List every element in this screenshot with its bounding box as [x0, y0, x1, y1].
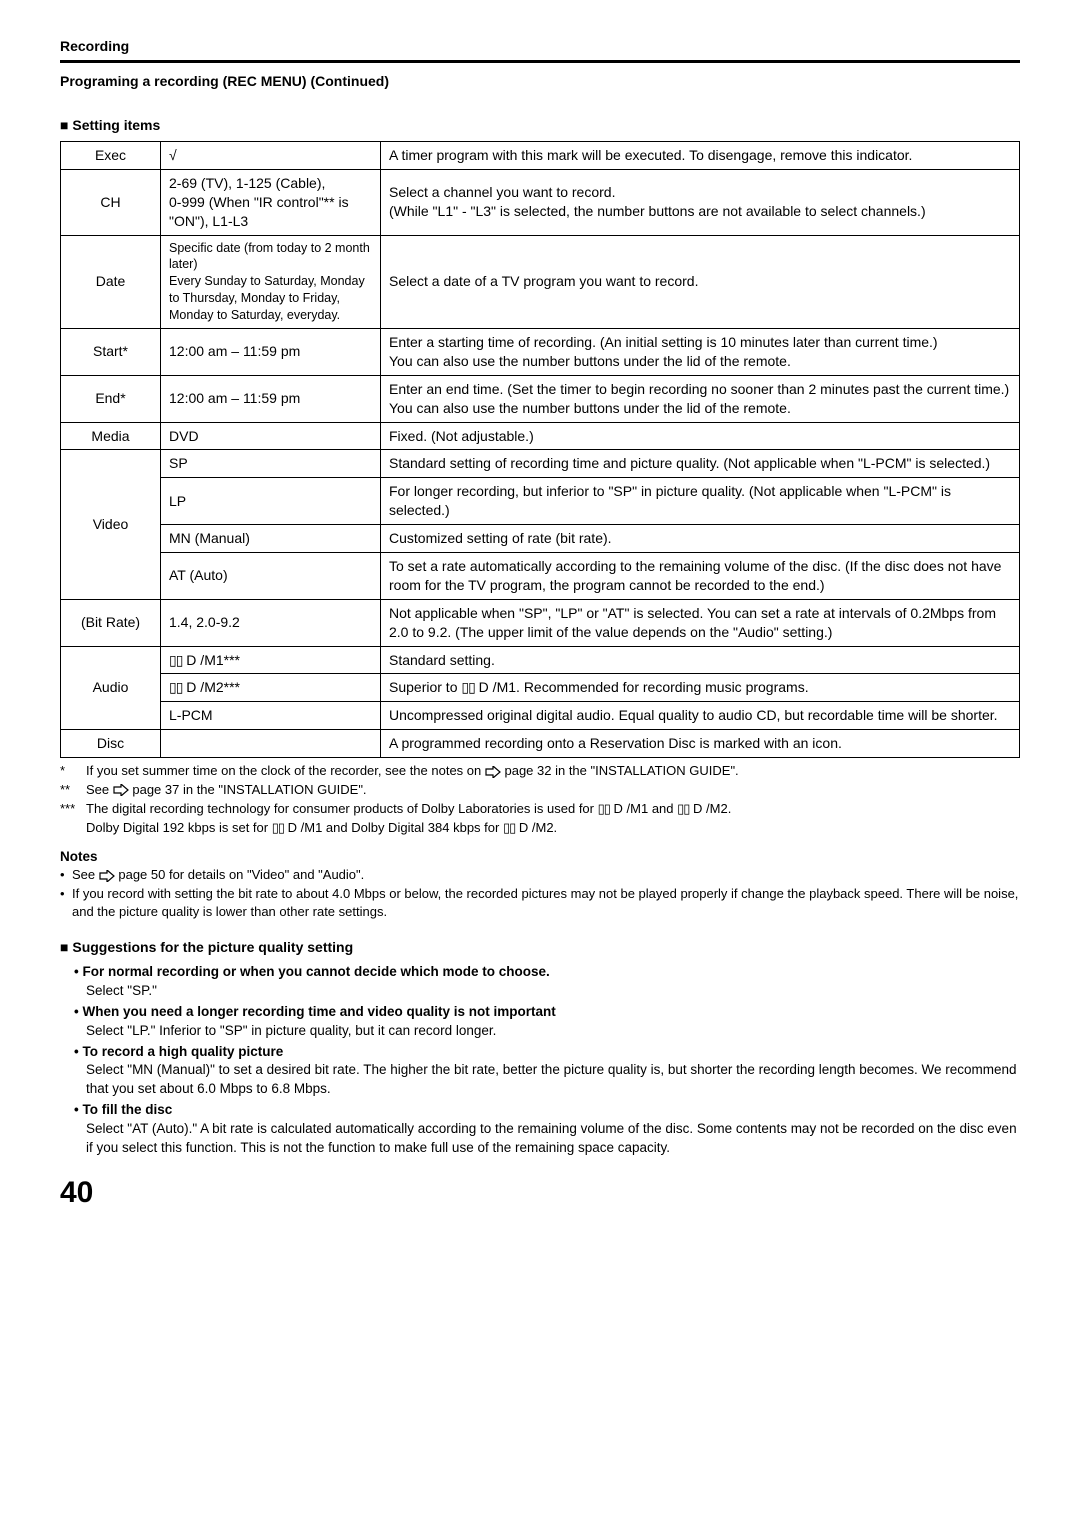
cell-desc: Not applicable when "SP", "LP" or "AT" i…	[381, 599, 1020, 646]
dolby-icon: ▯▯	[503, 820, 515, 835]
cell-label: (Bit Rate)	[61, 599, 161, 646]
cell-value: AT (Auto)	[161, 552, 381, 599]
cell-label: Audio	[61, 646, 161, 730]
table-row: AT (Auto) To set a rate automatically ac…	[61, 552, 1020, 599]
table-row: LP For longer recording, but inferior to…	[61, 478, 1020, 525]
cell-value: 12:00 am – 11:59 pm	[161, 328, 381, 375]
table-row: ▯▯ D /M2*** Superior to ▯▯ D /M1. Recomm…	[61, 674, 1020, 702]
settings-table: Exec √ A timer program with this mark wi…	[60, 141, 1020, 758]
notes-list: •See page 50 for details on "Video" and …	[60, 866, 1020, 921]
cell-label: Video	[61, 450, 161, 599]
cell-label: Date	[61, 235, 161, 328]
table-row: (Bit Rate) 1.4, 2.0-9.2 Not applicable w…	[61, 599, 1020, 646]
arrow-icon	[113, 784, 129, 796]
page-number: 40	[60, 1176, 1020, 1210]
table-row: Media DVD Fixed. (Not adjustable.)	[61, 422, 1020, 450]
notes-heading: Notes	[60, 849, 1020, 864]
footnotes: *If you set summer time on the clock of …	[60, 762, 1020, 837]
dolby-icon: ▯▯	[272, 820, 284, 835]
cell-label: CH	[61, 169, 161, 235]
cell-value: 2-69 (TV), 1-125 (Cable),0-999 (When "IR…	[161, 169, 381, 235]
cell-value: 1.4, 2.0-9.2	[161, 599, 381, 646]
cell-desc: A programmed recording onto a Reservatio…	[381, 730, 1020, 758]
section-title: Recording	[60, 38, 1020, 54]
cell-desc: Customized setting of rate (bit rate).	[381, 525, 1020, 553]
cell-desc: Standard setting of recording time and p…	[381, 450, 1020, 478]
dolby-icon: ▯▯	[169, 652, 182, 668]
divider	[60, 60, 1020, 63]
cell-label: Media	[61, 422, 161, 450]
cell-value: ▯▯ D /M1***	[161, 646, 381, 674]
cell-desc: To set a rate automatically according to…	[381, 552, 1020, 599]
table-row: End* 12:00 am – 11:59 pm Enter an end ti…	[61, 375, 1020, 422]
table-row: Exec √ A timer program with this mark wi…	[61, 142, 1020, 170]
cell-value: MN (Manual)	[161, 525, 381, 553]
cell-value: ▯▯ D /M2***	[161, 674, 381, 702]
cell-desc: Uncompressed original digital audio. Equ…	[381, 702, 1020, 730]
suggestion-item: To record a high quality picture Select …	[74, 1043, 1020, 1100]
cell-value: L-PCM	[161, 702, 381, 730]
suggestions-list: For normal recording or when you cannot …	[74, 963, 1020, 1158]
table-row: L-PCM Uncompressed original digital audi…	[61, 702, 1020, 730]
cell-desc: For longer recording, but inferior to "S…	[381, 478, 1020, 525]
dolby-icon: ▯▯	[677, 801, 689, 816]
cell-desc: Fixed. (Not adjustable.)	[381, 422, 1020, 450]
cell-desc: A timer program with this mark will be e…	[381, 142, 1020, 170]
cell-value	[161, 730, 381, 758]
table-row: Start* 12:00 am – 11:59 pm Enter a start…	[61, 328, 1020, 375]
dolby-icon: ▯▯	[598, 801, 610, 816]
page-subtitle: Programing a recording (REC MENU) (Conti…	[60, 73, 1020, 89]
cell-desc: Enter a starting time of recording. (An …	[381, 328, 1020, 375]
setting-items-heading: Setting items	[60, 117, 1020, 133]
cell-value: Specific date (from today to 2 month lat…	[161, 235, 381, 328]
suggestion-item: When you need a longer recording time an…	[74, 1003, 1020, 1041]
cell-desc: Enter an end time. (Set the timer to beg…	[381, 375, 1020, 422]
suggestion-item: To fill the disc Select "AT (Auto)." A b…	[74, 1101, 1020, 1158]
table-row: MN (Manual) Customized setting of rate (…	[61, 525, 1020, 553]
table-row: Video SP Standard setting of recording t…	[61, 450, 1020, 478]
cell-desc: Select a date of a TV program you want t…	[381, 235, 1020, 328]
cell-label: Exec	[61, 142, 161, 170]
dolby-icon: ▯▯	[169, 679, 182, 695]
cell-value: LP	[161, 478, 381, 525]
cell-value: SP	[161, 450, 381, 478]
cell-label: Start*	[61, 328, 161, 375]
cell-value: DVD	[161, 422, 381, 450]
cell-desc: Superior to ▯▯ D /M1. Recommended for re…	[381, 674, 1020, 702]
cell-desc: Select a channel you want to record.(Whi…	[381, 169, 1020, 235]
table-row: Disc A programmed recording onto a Reser…	[61, 730, 1020, 758]
suggestions-heading: Suggestions for the picture quality sett…	[60, 939, 1020, 955]
suggestion-item: For normal recording or when you cannot …	[74, 963, 1020, 1001]
cell-label: Disc	[61, 730, 161, 758]
table-row: Date Specific date (from today to 2 mont…	[61, 235, 1020, 328]
dolby-icon: ▯▯	[461, 679, 474, 695]
arrow-icon	[99, 870, 115, 882]
cell-desc: Standard setting.	[381, 646, 1020, 674]
cell-label: End*	[61, 375, 161, 422]
cell-value: 12:00 am – 11:59 pm	[161, 375, 381, 422]
table-row: Audio ▯▯ D /M1*** Standard setting.	[61, 646, 1020, 674]
arrow-icon	[485, 766, 501, 778]
table-row: CH 2-69 (TV), 1-125 (Cable),0-999 (When …	[61, 169, 1020, 235]
cell-value: √	[161, 142, 381, 170]
